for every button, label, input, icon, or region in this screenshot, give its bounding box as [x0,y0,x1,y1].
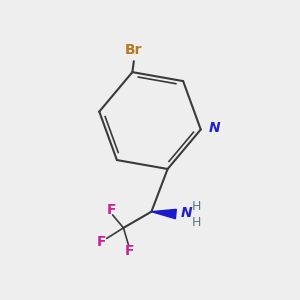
Text: F: F [106,202,116,217]
Polygon shape [152,209,176,219]
Text: H: H [192,216,201,230]
Text: H: H [192,200,201,213]
Text: N: N [209,121,220,135]
Text: F: F [125,244,135,258]
Text: N: N [181,206,192,220]
Text: F: F [97,235,106,249]
Text: Br: Br [125,43,142,57]
